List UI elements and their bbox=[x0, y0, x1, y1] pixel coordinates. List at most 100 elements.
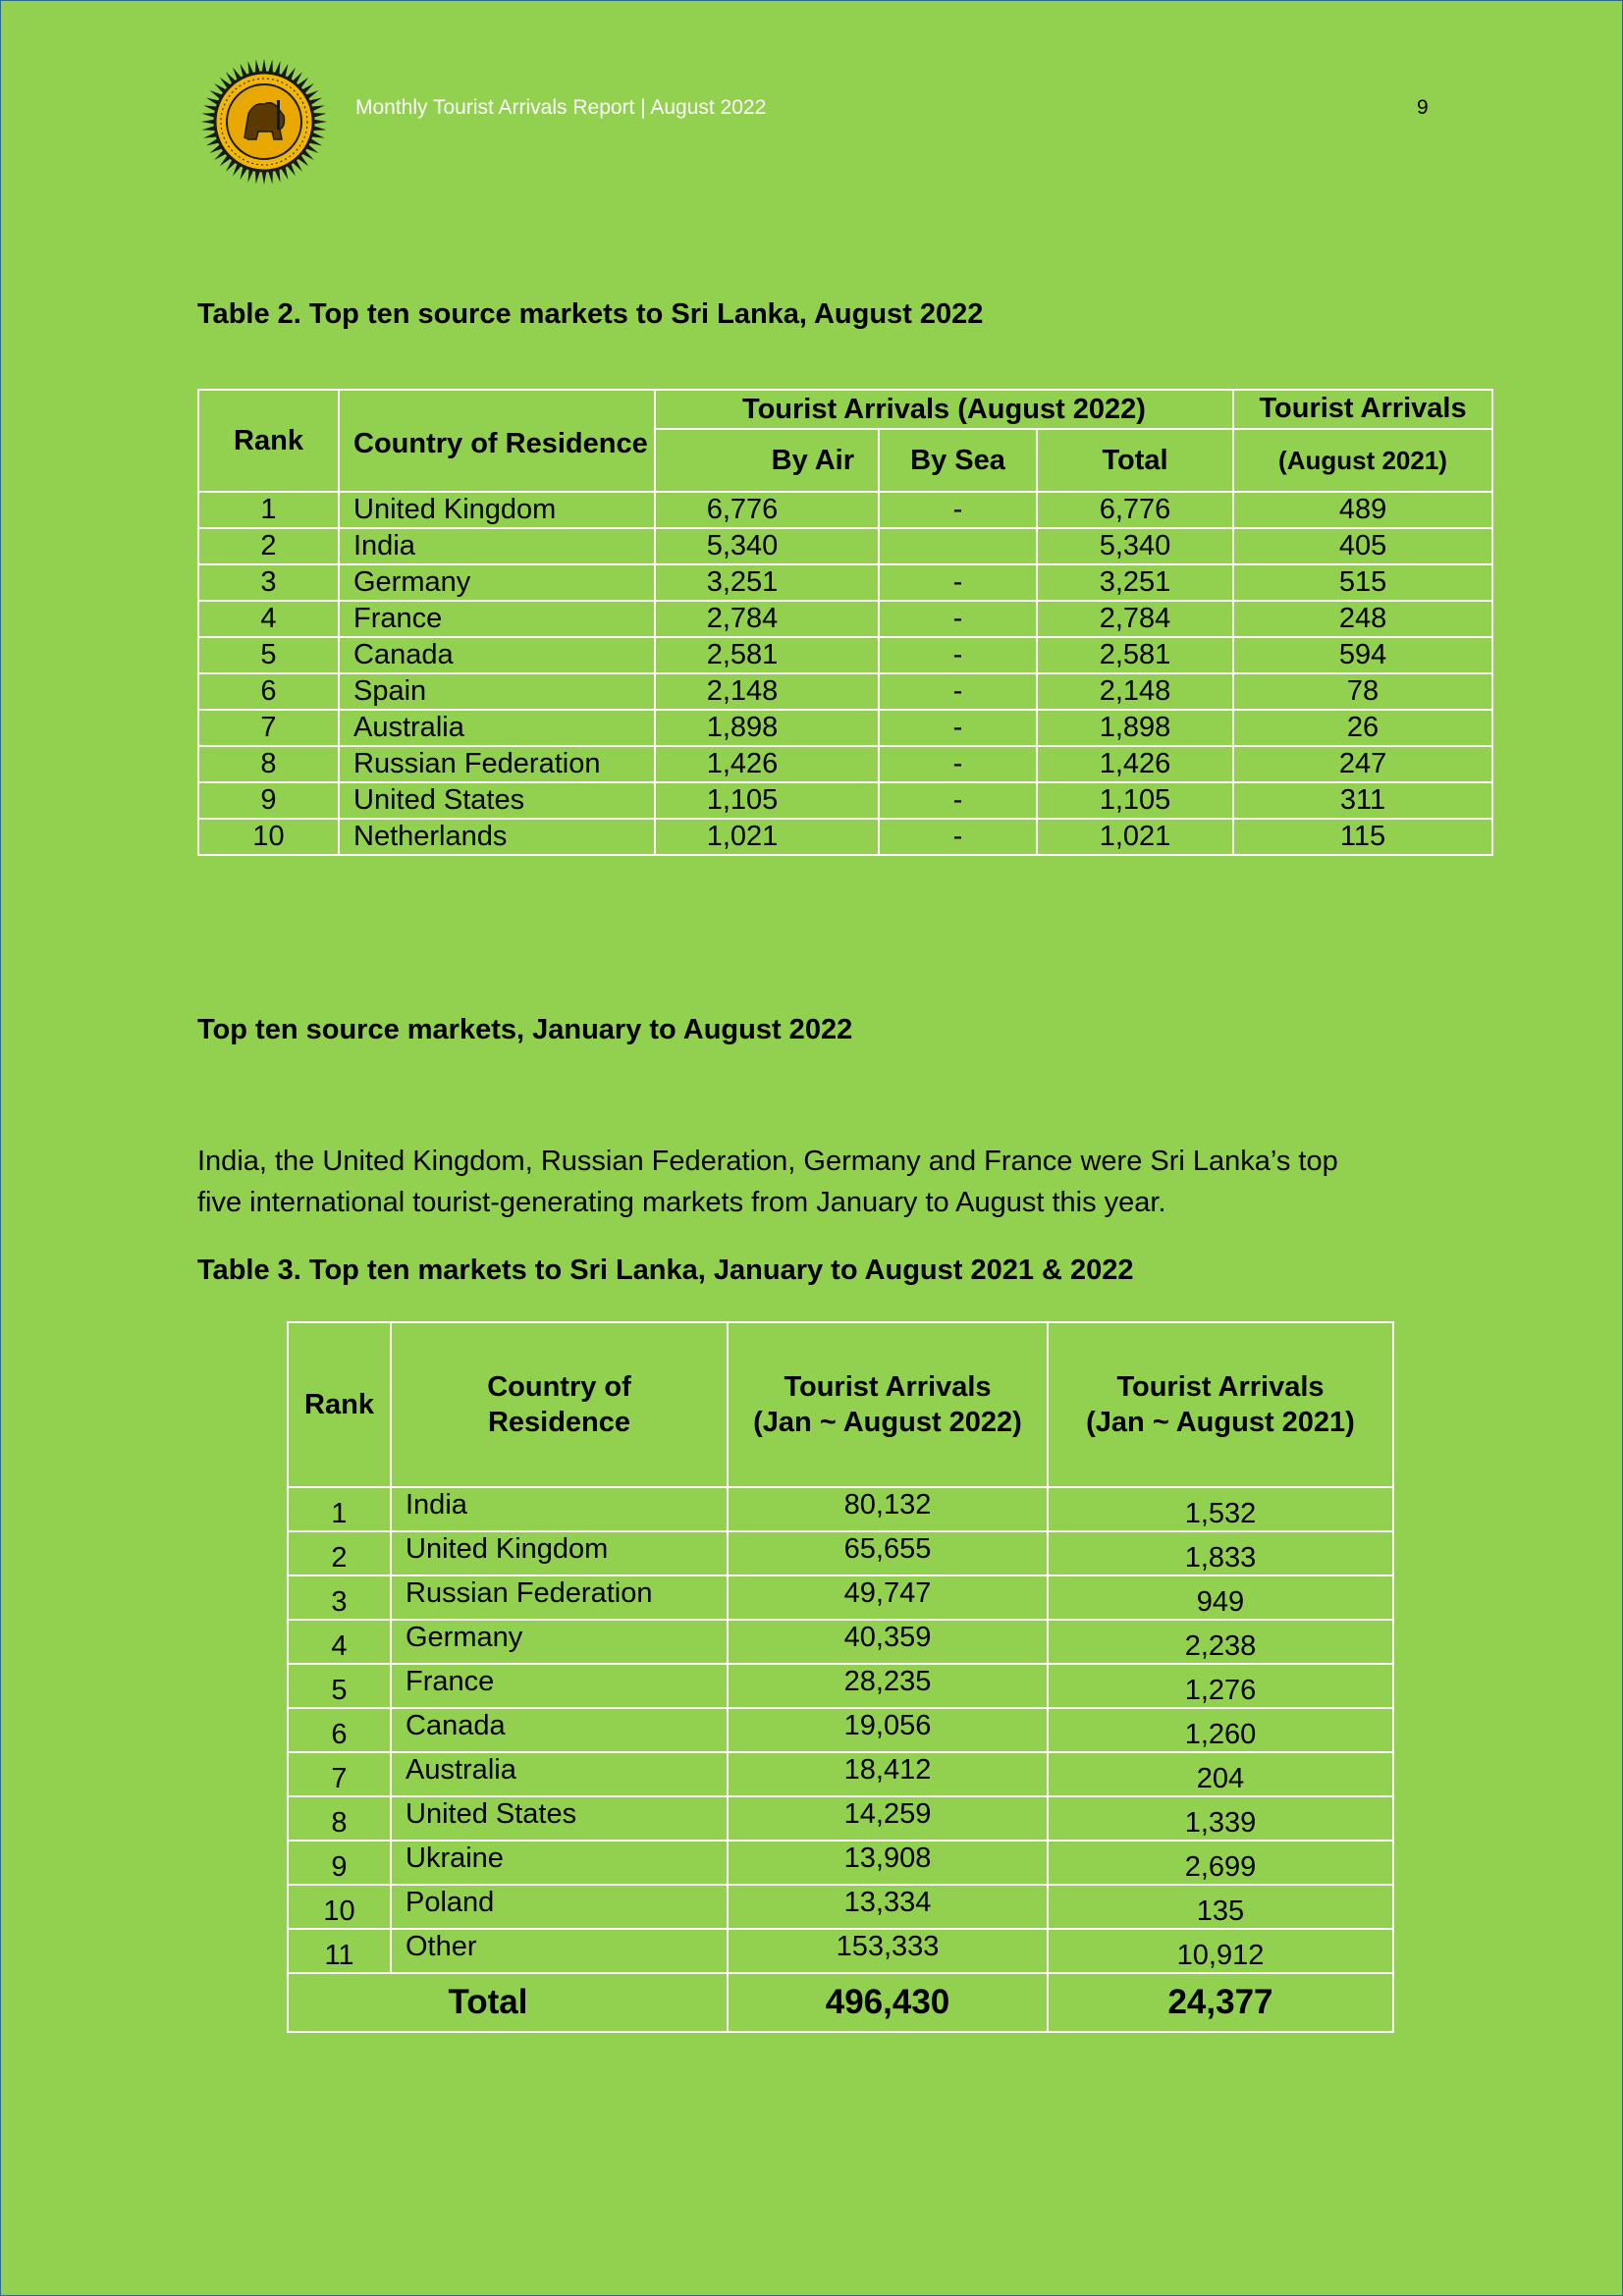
rank-cell: 2 bbox=[287, 1530, 392, 1576]
country-cell: Netherlands bbox=[338, 818, 656, 856]
aug-2021-cell: 489 bbox=[1232, 491, 1494, 529]
total-cell: 1,898 bbox=[1035, 709, 1235, 747]
by-air-cell: 1,898 bbox=[654, 709, 880, 747]
total-2021: 24,377 bbox=[1047, 1972, 1394, 2033]
arrivals-2022-cell: 65,655 bbox=[727, 1530, 1049, 1576]
table-row: 4 Germany 40,359 2,238 bbox=[287, 1619, 1394, 1665]
arrivals-2022-cell: 13,334 bbox=[727, 1884, 1049, 1930]
total-cell: 3,251 bbox=[1035, 563, 1235, 602]
table-row: 5 France 28,235 1,276 bbox=[287, 1663, 1394, 1709]
arrivals-2021-cell: 949 bbox=[1047, 1575, 1394, 1621]
aug-2021-cell: 247 bbox=[1232, 745, 1494, 783]
country-cell: India bbox=[338, 527, 656, 565]
total-cell: 2,784 bbox=[1035, 600, 1235, 638]
header-rank: Rank bbox=[197, 389, 340, 493]
country-cell: Canada bbox=[390, 1707, 729, 1753]
table-row: 9 United States 1,105-1,105 311 bbox=[197, 781, 1494, 820]
total-cell: 2,581 bbox=[1035, 636, 1235, 674]
rank-cell: 7 bbox=[197, 709, 340, 747]
by-sea-cell bbox=[878, 527, 1038, 565]
table-row: 3 Germany 3,251-3,251 515 bbox=[197, 563, 1494, 602]
rank-cell: 9 bbox=[197, 781, 340, 820]
rank-cell: 4 bbox=[197, 600, 340, 638]
arrivals-2021-cell: 1,339 bbox=[1047, 1795, 1394, 1842]
arrivals-2022-cell: 18,412 bbox=[727, 1751, 1049, 1797]
rank-cell: 8 bbox=[197, 745, 340, 783]
by-sea-cell: - bbox=[878, 600, 1038, 638]
by-sea-cell: - bbox=[878, 672, 1038, 711]
table2-title: Table 2. Top ten source markets to Sri L… bbox=[197, 298, 984, 330]
aug-2021-cell: 405 bbox=[1232, 527, 1494, 565]
by-sea-cell: - bbox=[878, 563, 1038, 602]
by-sea-cell: - bbox=[878, 781, 1038, 820]
total-cell: 5,340 bbox=[1035, 527, 1235, 565]
by-air-cell: 6,776 bbox=[654, 491, 880, 529]
country-cell: United Kingdom bbox=[390, 1530, 729, 1576]
arrivals-2021-cell: 1,833 bbox=[1047, 1530, 1394, 1576]
table3-title: Table 3. Top ten markets to Sri Lanka, J… bbox=[197, 1255, 1134, 1286]
table-row: 7 Australia 1,898-1,898 26 bbox=[197, 709, 1494, 747]
aug-2021-cell: 248 bbox=[1232, 600, 1494, 638]
arrivals-2021-cell: 204 bbox=[1047, 1751, 1394, 1797]
by-sea-cell: - bbox=[878, 636, 1038, 674]
table-row: 5 Canada 2,581-2,581 594 bbox=[197, 636, 1494, 674]
arrivals-2021-cell: 10,912 bbox=[1047, 1928, 1394, 1974]
total-row: Total 496,430 24,377 bbox=[287, 1972, 1394, 2033]
table3-top-markets-jan-aug: Rank Country of Residence Tourist Arriva… bbox=[287, 1321, 1394, 2033]
aug-2021-cell: 515 bbox=[1232, 563, 1494, 602]
arrivals-2022-cell: 19,056 bbox=[727, 1707, 1049, 1753]
arrivals-2022-cell: 28,235 bbox=[727, 1663, 1049, 1709]
rank-cell: 8 bbox=[287, 1795, 392, 1842]
table-row: 6 Spain 2,148-2,148 78 bbox=[197, 672, 1494, 711]
arrivals-2021-cell: 1,532 bbox=[1047, 1486, 1394, 1532]
country-cell: India bbox=[390, 1486, 729, 1532]
total-cell: 1,105 bbox=[1035, 781, 1235, 820]
rank-cell: 5 bbox=[287, 1663, 392, 1709]
rank-cell: 10 bbox=[197, 818, 340, 856]
by-sea-cell: - bbox=[878, 491, 1038, 529]
header-by-sea: By Sea bbox=[878, 428, 1038, 493]
country-cell: Germany bbox=[390, 1619, 729, 1665]
total-cell: 1,426 bbox=[1035, 745, 1235, 783]
country-cell: Poland bbox=[390, 1884, 729, 1930]
total-cell: 6,776 bbox=[1035, 491, 1235, 529]
header-total: Total bbox=[1035, 428, 1235, 493]
header-rank: Rank bbox=[287, 1321, 392, 1488]
header-by-air: By Air bbox=[654, 428, 880, 493]
rank-cell: 1 bbox=[197, 491, 340, 529]
header-arrivals-2021-line1: Tourist Arrivals bbox=[1116, 1371, 1325, 1403]
table-row: 7 Australia 18,412 204 bbox=[287, 1751, 1394, 1797]
country-cell: Germany bbox=[338, 563, 656, 602]
arrivals-2022-cell: 153,333 bbox=[727, 1928, 1049, 1974]
aug-2021-cell: 311 bbox=[1232, 781, 1494, 820]
rank-cell: 1 bbox=[287, 1486, 392, 1532]
by-air-cell: 2,581 bbox=[654, 636, 880, 674]
paragraph-line-1: India, the United Kingdom, Russian Feder… bbox=[197, 1146, 1338, 1177]
arrivals-2021-cell: 2,238 bbox=[1047, 1619, 1394, 1665]
country-cell: Russian Federation bbox=[390, 1575, 729, 1621]
report-header-title: Monthly Tourist Arrivals Report | August… bbox=[355, 96, 767, 119]
header-arrivals-2021-line2: (Jan ~ August 2021) bbox=[1086, 1407, 1355, 1438]
by-air-cell: 2,148 bbox=[654, 672, 880, 711]
table-row: 2 United Kingdom 65,655 1,833 bbox=[287, 1530, 1394, 1576]
by-air-cell: 1,426 bbox=[654, 745, 880, 783]
section-heading: Top ten source markets, January to Augus… bbox=[197, 1014, 853, 1045]
table-row: 8 United States 14,259 1,339 bbox=[287, 1795, 1394, 1842]
table-row: 4 France 2,784-2,784 248 bbox=[197, 600, 1494, 638]
page-number: 9 bbox=[1417, 96, 1429, 119]
rank-cell: 5 bbox=[197, 636, 340, 674]
country-cell: Spain bbox=[338, 672, 656, 711]
by-air-cell: 5,340 bbox=[654, 527, 880, 565]
arrivals-2022-cell: 40,359 bbox=[727, 1619, 1049, 1665]
rank-cell: 3 bbox=[197, 563, 340, 602]
rank-cell: 9 bbox=[287, 1840, 392, 1886]
rank-cell: 3 bbox=[287, 1575, 392, 1621]
header-arrivals-aug-2021-line1: Tourist Arrivals bbox=[1232, 389, 1494, 430]
table-row: 1 India 80,132 1,532 bbox=[287, 1486, 1394, 1532]
country-cell: Canada bbox=[338, 636, 656, 674]
arrivals-2022-cell: 80,132 bbox=[727, 1486, 1049, 1532]
section-paragraph: India, the United Kingdom, Russian Feder… bbox=[197, 1141, 1338, 1223]
country-cell: Ukraine bbox=[390, 1840, 729, 1886]
arrivals-2021-cell: 1,276 bbox=[1047, 1663, 1394, 1709]
arrivals-2022-cell: 14,259 bbox=[727, 1795, 1049, 1842]
